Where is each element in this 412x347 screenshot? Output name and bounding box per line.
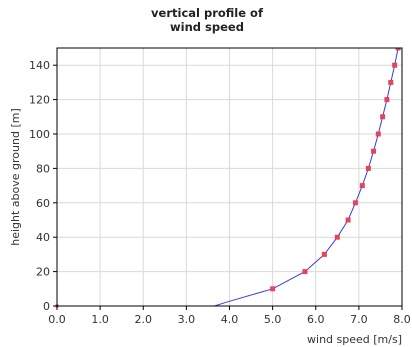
data-point — [270, 286, 276, 292]
x-tick-label: 1.0 — [91, 313, 109, 326]
axes: 0.0 1.0 2.0 3.0 4.0 5.0 6.0 7.0 8.0 0 20 40 60 80 100 1… — [29, 59, 411, 326]
series-line — [214, 48, 399, 306]
data-point — [388, 79, 394, 85]
grid — [56, 48, 403, 307]
y-tick-label: 20 — [36, 266, 50, 279]
chart-title-line-2: wind speed — [170, 20, 244, 34]
data-point — [392, 62, 398, 68]
y-tick-label: 100 — [29, 128, 50, 141]
x-tick-label: 3.0 — [178, 313, 196, 326]
y-tick-label: 0 — [43, 300, 50, 313]
x-tick-label: 5.0 — [264, 313, 282, 326]
y-tick-label: 60 — [36, 197, 50, 210]
y-tick-label: 80 — [36, 162, 50, 175]
y-tick-label: 120 — [29, 94, 50, 107]
x-tick-label: 4.0 — [221, 313, 239, 326]
data-point — [321, 251, 327, 257]
data-point — [371, 148, 377, 154]
y-axis-label: height above ground [m] — [9, 108, 22, 246]
x-tick-label: 7.0 — [350, 313, 368, 326]
data-point — [365, 165, 371, 171]
data-point — [352, 200, 358, 206]
data-point — [375, 131, 381, 137]
x-tick-label: 2.0 — [135, 313, 153, 326]
x-tick-label: 6.0 — [307, 313, 325, 326]
data-point — [334, 234, 340, 240]
x-tick-label: 8.0 — [393, 313, 411, 326]
data-point — [302, 269, 308, 275]
data-point — [380, 114, 386, 120]
data-point — [384, 97, 390, 103]
chart-title-line-1: vertical profile of — [151, 6, 264, 20]
y-tick-label: 140 — [29, 59, 50, 72]
plot-area — [55, 48, 401, 308]
x-tick-label: 0.0 — [48, 313, 66, 326]
y-tick-label: 40 — [36, 231, 50, 244]
data-point — [345, 217, 351, 223]
x-axis-label: wind speed [m/s] — [307, 333, 402, 346]
data-point — [395, 48, 401, 51]
data-point — [359, 183, 365, 189]
